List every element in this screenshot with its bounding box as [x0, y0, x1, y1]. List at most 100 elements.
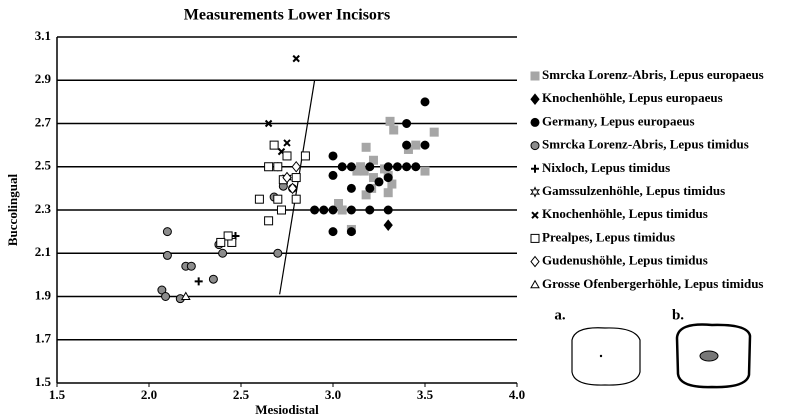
legend-label: Germany, Lepus europaeus [542, 113, 695, 128]
point [194, 277, 203, 286]
point [292, 54, 300, 63]
point [162, 227, 172, 237]
point [216, 237, 226, 247]
legend-marker [531, 211, 539, 219]
point [420, 166, 430, 176]
point [264, 216, 274, 226]
point [328, 227, 338, 237]
y-tick-label: 2.7 [35, 114, 52, 129]
point [300, 151, 310, 161]
point [346, 183, 356, 193]
point [282, 151, 292, 161]
y-axis-label: Buccolingual [5, 174, 20, 247]
legend-label: Knochenhöhle, Lepus timidus [542, 206, 708, 221]
point [346, 162, 356, 172]
legend-label: Prealpes, Lepus timidus [542, 229, 675, 244]
point [328, 170, 338, 180]
point [223, 231, 233, 241]
point [264, 119, 273, 128]
x-axis-label: Mesiodistal [255, 402, 319, 417]
legend-marker [530, 255, 540, 268]
point [269, 140, 279, 150]
x-tick-label: 4.0 [509, 387, 525, 402]
legend-marker [530, 117, 540, 127]
legend-marker [530, 141, 540, 151]
legend-label: Knochenhöhle, Lepus europaeus [542, 90, 723, 105]
panel-label: a. [554, 307, 566, 323]
separator-line [279, 80, 316, 295]
point [346, 205, 356, 215]
point [282, 171, 292, 184]
point [411, 162, 421, 172]
y-tick-label: 2.5 [35, 158, 52, 173]
y-tick-label: 3.1 [35, 28, 51, 43]
tooth-pulp [599, 354, 603, 358]
legend-marker [529, 186, 541, 198]
point [383, 173, 393, 183]
point [291, 194, 301, 204]
x-tick-label: 2.0 [141, 387, 157, 402]
panel-label: b. [672, 307, 684, 323]
point [162, 250, 172, 260]
legend-label: Smrcka Lorenz-Abris, Lepus timidus [542, 137, 749, 152]
point [365, 183, 375, 193]
point [273, 162, 283, 172]
x-tick-label: 3.0 [325, 387, 341, 402]
point [389, 125, 399, 135]
legend-marker [530, 71, 540, 81]
x-tick-label: 3.5 [417, 387, 434, 402]
legend-label: Nixloch, Lepus timidus [542, 160, 670, 175]
point [283, 139, 291, 147]
point [374, 177, 384, 187]
point [420, 97, 430, 107]
point [402, 119, 412, 128]
point [383, 188, 393, 198]
point [365, 205, 375, 215]
tooth-outline [571, 327, 641, 386]
legend-label: Gamssulzenhöhle, Lepus timidus [542, 183, 725, 198]
legend-label: Gudenushöhle, Lepus timidus [542, 253, 708, 268]
point [186, 261, 196, 271]
y-tick-label: 2.1 [35, 244, 51, 259]
point [337, 205, 347, 215]
y-tick-label: 1.5 [35, 374, 52, 389]
point [385, 116, 395, 126]
point [254, 194, 264, 204]
point [402, 140, 412, 150]
point [392, 162, 402, 172]
x-tick-label: 1.5 [49, 387, 66, 402]
y-tick-label: 2.3 [35, 201, 52, 216]
legend-label: Grosse Ofenbergerhöhle, Lepus timidus [542, 276, 764, 291]
point [368, 173, 378, 183]
chart-title: Measurements Lower Incisors [184, 7, 391, 24]
tooth-pulp [699, 350, 719, 362]
point [359, 166, 369, 176]
legend-marker [530, 233, 540, 243]
point [264, 162, 274, 172]
tooth-outline [675, 323, 752, 389]
point [411, 140, 421, 150]
point [346, 227, 356, 237]
point [291, 173, 301, 183]
point [420, 140, 430, 150]
legend-marker [530, 279, 540, 289]
point [402, 162, 412, 172]
point [383, 219, 393, 231]
point [310, 205, 320, 215]
y-tick-label: 1.9 [35, 287, 52, 302]
y-tick-label: 2.9 [35, 71, 52, 86]
point [208, 274, 218, 284]
legend-marker [530, 93, 540, 106]
point [365, 162, 375, 172]
point [429, 127, 439, 137]
legend-marker [531, 164, 539, 173]
point [328, 205, 338, 215]
point [328, 151, 338, 161]
point [218, 248, 228, 258]
point [383, 205, 393, 215]
point [276, 205, 286, 215]
y-tick-label: 1.7 [35, 331, 52, 346]
point [273, 248, 283, 258]
point [180, 291, 191, 300]
